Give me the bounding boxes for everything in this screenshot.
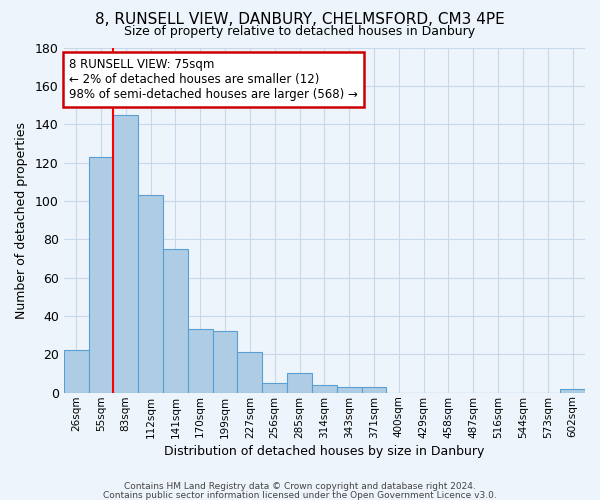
X-axis label: Distribution of detached houses by size in Danbury: Distribution of detached houses by size …	[164, 444, 485, 458]
Bar	[262, 383, 287, 392]
Bar	[89, 157, 113, 392]
Bar	[362, 387, 386, 392]
Bar	[337, 387, 362, 392]
Text: Size of property relative to detached houses in Danbury: Size of property relative to detached ho…	[124, 25, 476, 38]
Bar	[312, 385, 337, 392]
Text: Contains HM Land Registry data © Crown copyright and database right 2024.: Contains HM Land Registry data © Crown c…	[124, 482, 476, 491]
Bar	[138, 195, 163, 392]
Bar	[212, 332, 238, 392]
Bar	[113, 114, 138, 392]
Y-axis label: Number of detached properties: Number of detached properties	[15, 122, 28, 318]
Bar	[163, 249, 188, 392]
Bar	[238, 352, 262, 393]
Bar	[560, 389, 585, 392]
Bar	[188, 330, 212, 392]
Bar	[287, 374, 312, 392]
Text: Contains public sector information licensed under the Open Government Licence v3: Contains public sector information licen…	[103, 490, 497, 500]
Text: 8, RUNSELL VIEW, DANBURY, CHELMSFORD, CM3 4PE: 8, RUNSELL VIEW, DANBURY, CHELMSFORD, CM…	[95, 12, 505, 28]
Text: 8 RUNSELL VIEW: 75sqm
← 2% of detached houses are smaller (12)
98% of semi-detac: 8 RUNSELL VIEW: 75sqm ← 2% of detached h…	[69, 58, 358, 101]
Bar	[64, 350, 89, 393]
